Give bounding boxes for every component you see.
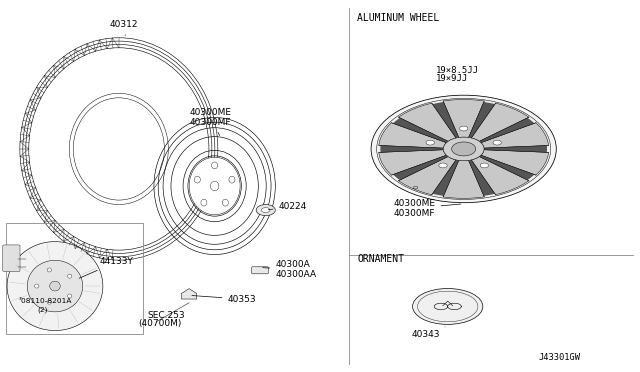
Polygon shape bbox=[471, 157, 529, 195]
Text: 40312: 40312 bbox=[109, 20, 138, 36]
Text: J43301GW: J43301GW bbox=[538, 353, 580, 362]
Ellipse shape bbox=[7, 241, 103, 331]
Polygon shape bbox=[380, 145, 444, 152]
Ellipse shape bbox=[222, 199, 228, 206]
Ellipse shape bbox=[69, 93, 168, 205]
Text: ³08110-8201A: ³08110-8201A bbox=[19, 298, 72, 304]
Ellipse shape bbox=[50, 281, 60, 291]
Polygon shape bbox=[399, 103, 456, 141]
FancyBboxPatch shape bbox=[252, 267, 268, 274]
Circle shape bbox=[256, 205, 275, 216]
Polygon shape bbox=[393, 118, 448, 143]
Text: 40300A
40300AA: 40300A 40300AA bbox=[263, 260, 316, 279]
Text: 19×8.5JJ: 19×8.5JJ bbox=[436, 66, 479, 75]
Ellipse shape bbox=[47, 268, 51, 272]
Polygon shape bbox=[433, 160, 459, 196]
Text: ORNAMENT: ORNAMENT bbox=[357, 254, 404, 264]
Text: 40343: 40343 bbox=[411, 327, 445, 340]
Polygon shape bbox=[181, 289, 196, 299]
Polygon shape bbox=[468, 160, 495, 196]
Text: ALUMINUM WHEEL: ALUMINUM WHEEL bbox=[357, 13, 439, 23]
Text: SEC.253: SEC.253 bbox=[148, 311, 185, 320]
Ellipse shape bbox=[195, 176, 200, 183]
Ellipse shape bbox=[211, 181, 219, 191]
Ellipse shape bbox=[229, 176, 235, 183]
Polygon shape bbox=[433, 102, 459, 138]
Circle shape bbox=[452, 142, 476, 156]
Ellipse shape bbox=[212, 162, 218, 169]
Polygon shape bbox=[479, 118, 534, 143]
Text: 19×9JJ: 19×9JJ bbox=[436, 74, 468, 83]
Ellipse shape bbox=[47, 300, 51, 304]
Circle shape bbox=[261, 208, 270, 212]
Circle shape bbox=[480, 163, 488, 168]
Ellipse shape bbox=[189, 157, 240, 215]
Text: (40700M): (40700M) bbox=[138, 319, 181, 328]
Polygon shape bbox=[471, 103, 529, 141]
Text: 40300ME
40300MF: 40300ME 40300MF bbox=[189, 108, 231, 135]
Circle shape bbox=[460, 126, 468, 131]
Circle shape bbox=[493, 140, 501, 145]
Text: 40353: 40353 bbox=[192, 295, 256, 304]
Text: (2): (2) bbox=[38, 306, 48, 313]
Polygon shape bbox=[443, 160, 484, 198]
Polygon shape bbox=[399, 157, 456, 195]
Ellipse shape bbox=[68, 294, 72, 298]
Polygon shape bbox=[481, 150, 548, 175]
Polygon shape bbox=[479, 155, 534, 180]
Circle shape bbox=[439, 163, 447, 168]
Polygon shape bbox=[481, 123, 548, 148]
Polygon shape bbox=[443, 100, 484, 138]
Ellipse shape bbox=[201, 199, 207, 206]
Ellipse shape bbox=[27, 260, 83, 312]
Text: 40224: 40224 bbox=[268, 202, 307, 211]
Polygon shape bbox=[468, 102, 495, 138]
Polygon shape bbox=[379, 150, 447, 175]
Polygon shape bbox=[484, 145, 547, 152]
Text: 40300ME
40300MF: 40300ME 40300MF bbox=[394, 199, 461, 218]
FancyBboxPatch shape bbox=[3, 245, 20, 272]
Circle shape bbox=[371, 95, 556, 203]
Ellipse shape bbox=[413, 289, 483, 324]
Circle shape bbox=[377, 99, 551, 199]
Text: 44133Y: 44133Y bbox=[79, 257, 134, 278]
Polygon shape bbox=[379, 123, 447, 148]
Ellipse shape bbox=[68, 274, 72, 278]
Polygon shape bbox=[393, 155, 448, 180]
Circle shape bbox=[426, 140, 435, 145]
Ellipse shape bbox=[35, 284, 39, 288]
Circle shape bbox=[444, 137, 484, 161]
